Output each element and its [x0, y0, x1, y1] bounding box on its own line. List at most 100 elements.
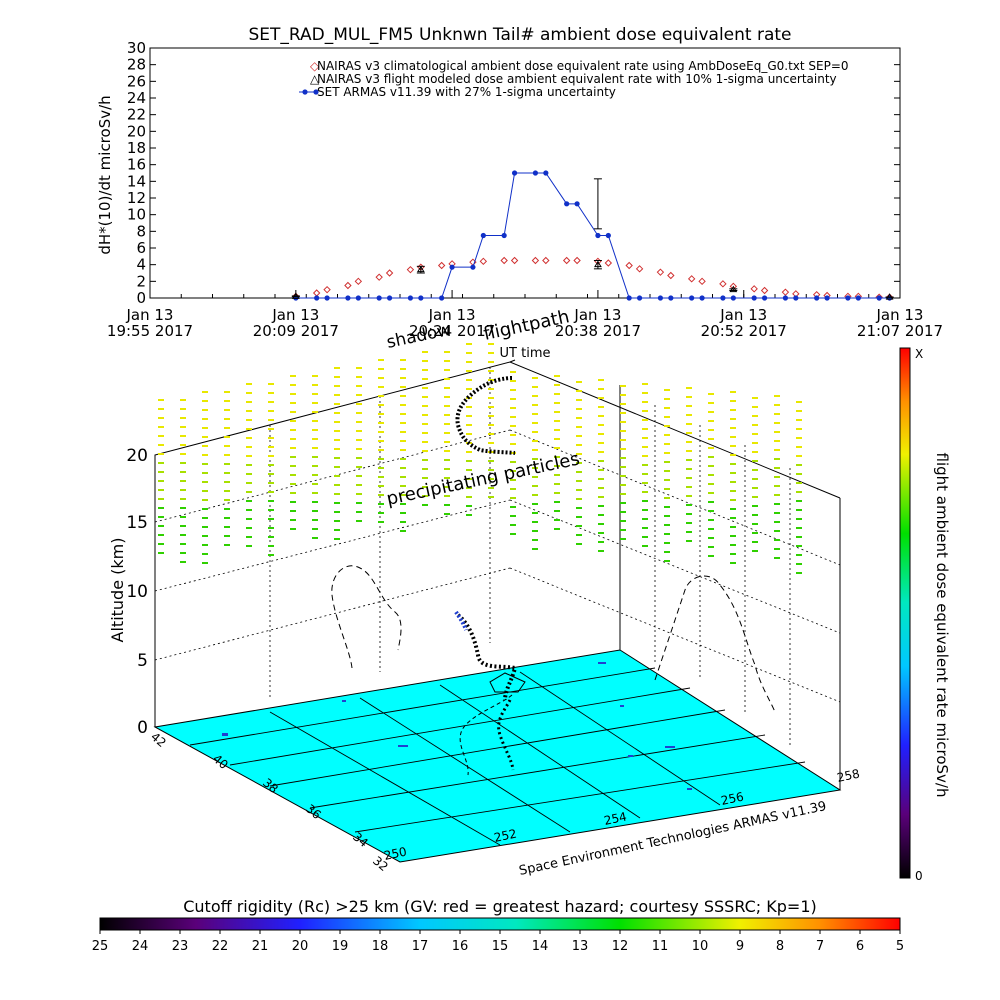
- ground-gridlines: [189, 667, 806, 846]
- armas-point: [511, 170, 518, 176]
- flightpath-shadow-ground: [459, 694, 513, 776]
- modeled-point: [729, 285, 738, 293]
- y-tick-label: 16: [127, 156, 146, 174]
- climatological-point: [344, 281, 352, 290]
- cutoff-tick-label: 18: [372, 939, 389, 954]
- legend-marker-triangle: △: [310, 72, 320, 86]
- x-tick-label-time: 19:55 2017: [107, 322, 193, 340]
- flightpath-ascent-blue: [454, 610, 468, 631]
- cutoff-tick-label: 25: [92, 939, 109, 954]
- cutoff-tick-label: 8: [776, 939, 784, 954]
- armas-point: [855, 295, 861, 301]
- climatological-point: [604, 259, 613, 267]
- dose-colorbar-gradient: [899, 347, 911, 879]
- climatological-point: [656, 268, 665, 276]
- x-tick-label-date: Jan 13: [126, 306, 174, 324]
- cutoff-tick-label: 21: [252, 939, 269, 954]
- cutoff-tick-label: 22: [212, 939, 229, 954]
- modeled-point: [291, 292, 300, 299]
- climatological-point: [562, 256, 571, 265]
- altitude-tick-label: 0: [137, 718, 148, 738]
- flightpath-cruise: [455, 376, 516, 455]
- cutoff-tick-label: 16: [452, 939, 469, 954]
- cutoff-tick-label: 14: [532, 939, 549, 954]
- legend-marker-diamond: ◇: [310, 59, 320, 73]
- legend-entry-armas: SET ARMAS v11.39 with 27% 1-sigma uncert…: [317, 85, 616, 99]
- armas-point: [636, 295, 643, 301]
- dose-patch: [222, 733, 228, 736]
- precipitating-particle-markers: [158, 343, 802, 574]
- cutoff-tick-label: 7: [816, 939, 824, 954]
- armas-point: [876, 295, 882, 301]
- climatological-point: [500, 256, 508, 265]
- modeled-point: [416, 265, 425, 273]
- x-tick-label-date: Jan 13: [573, 306, 621, 324]
- armas-point: [324, 295, 330, 301]
- cutoff-colorbar-gradient: [99, 917, 901, 931]
- climatological-point: [437, 261, 446, 270]
- flightpath-ascent: [456, 613, 518, 701]
- cutoff-tick-label: 17: [412, 939, 429, 954]
- x-tick-label-date: Jan 13: [271, 306, 319, 324]
- altitude-axis-label: Altitude (km): [108, 538, 127, 643]
- y-tick-label: 10: [127, 206, 146, 224]
- x-tick-label-date: Jan 13: [719, 306, 767, 324]
- dose-colorbar-min: 0: [915, 869, 923, 883]
- armas-point: [761, 295, 768, 301]
- climatological-point: [542, 256, 550, 265]
- armas-point: [386, 295, 393, 301]
- climatological-point: [354, 277, 363, 286]
- y-tick-label: 14: [127, 172, 146, 190]
- climatological-point: [719, 280, 727, 288]
- cutoff-tick-label: 10: [692, 939, 709, 954]
- longitude-tick-label: 254: [603, 809, 628, 827]
- climatological-point: [479, 257, 488, 266]
- climatological-point: [573, 256, 581, 265]
- dose-colorbar-label: flight ambient dose equivalent rate micr…: [933, 453, 951, 798]
- armas-line: [295, 172, 890, 299]
- x-tick-label-date: Jan 13: [876, 306, 924, 324]
- armas-point: [449, 264, 455, 270]
- cutoff-tick-label: 9: [736, 939, 744, 954]
- armas-point: [793, 295, 799, 301]
- flightpath-shadow-right-wall: [654, 575, 776, 713]
- longitude-ticks: 250 252 254 256 258: [383, 766, 861, 862]
- climatological-point: [323, 285, 331, 294]
- armas-point: [824, 295, 830, 301]
- armas-point: [595, 232, 601, 239]
- altitude-ticks: 0 5 10 15 20: [126, 446, 148, 738]
- climatological-point: [635, 265, 644, 273]
- cutoff-rigidity-colorbar: Cutoff rigidity (Rc) >25 km (GV: red = g…: [92, 897, 904, 954]
- armas-point: [543, 170, 549, 176]
- ground-plane: [153, 649, 842, 863]
- annotation-precipitating-particles: precipitating particles: [385, 448, 582, 509]
- armas-point: [668, 295, 674, 301]
- armas-point: [657, 295, 664, 301]
- armas-point: [564, 201, 570, 207]
- cutoff-tick-label: 11: [652, 939, 669, 954]
- armas-point: [418, 295, 424, 301]
- cutoff-tick-label: 12: [612, 939, 629, 954]
- climatological-point: [781, 288, 790, 296]
- flightpath-ground-track: [497, 699, 515, 771]
- legend-marker-circle-2: [313, 89, 319, 95]
- y-tick-label: 8: [136, 222, 146, 240]
- altitude-tick-label: 5: [137, 651, 148, 671]
- armas-point: [730, 295, 736, 301]
- cutoff-colorbar-ticks: 25 24 23 22 21 20 19 18 17 16 15 14 13 12 11 10 9 8 7 6 5: [92, 930, 904, 954]
- climatological-point: [687, 275, 696, 283]
- cutoff-tick-label: 20: [292, 939, 309, 954]
- x-tick-label-date: Jan 13: [428, 306, 476, 324]
- armas-point: [345, 295, 351, 301]
- y-tick-label: 0: [136, 289, 146, 307]
- altitude-tick-label: 10: [126, 582, 148, 602]
- cutoff-tick-label: 6: [856, 939, 864, 954]
- altitude-tick-label: 15: [126, 513, 148, 533]
- y-tick-label: 26: [127, 72, 146, 90]
- armas-point: [574, 201, 580, 207]
- longitude-tick-label: 252: [493, 826, 518, 844]
- longitude-tick-label: 250: [383, 844, 408, 862]
- armas-point: [751, 295, 757, 301]
